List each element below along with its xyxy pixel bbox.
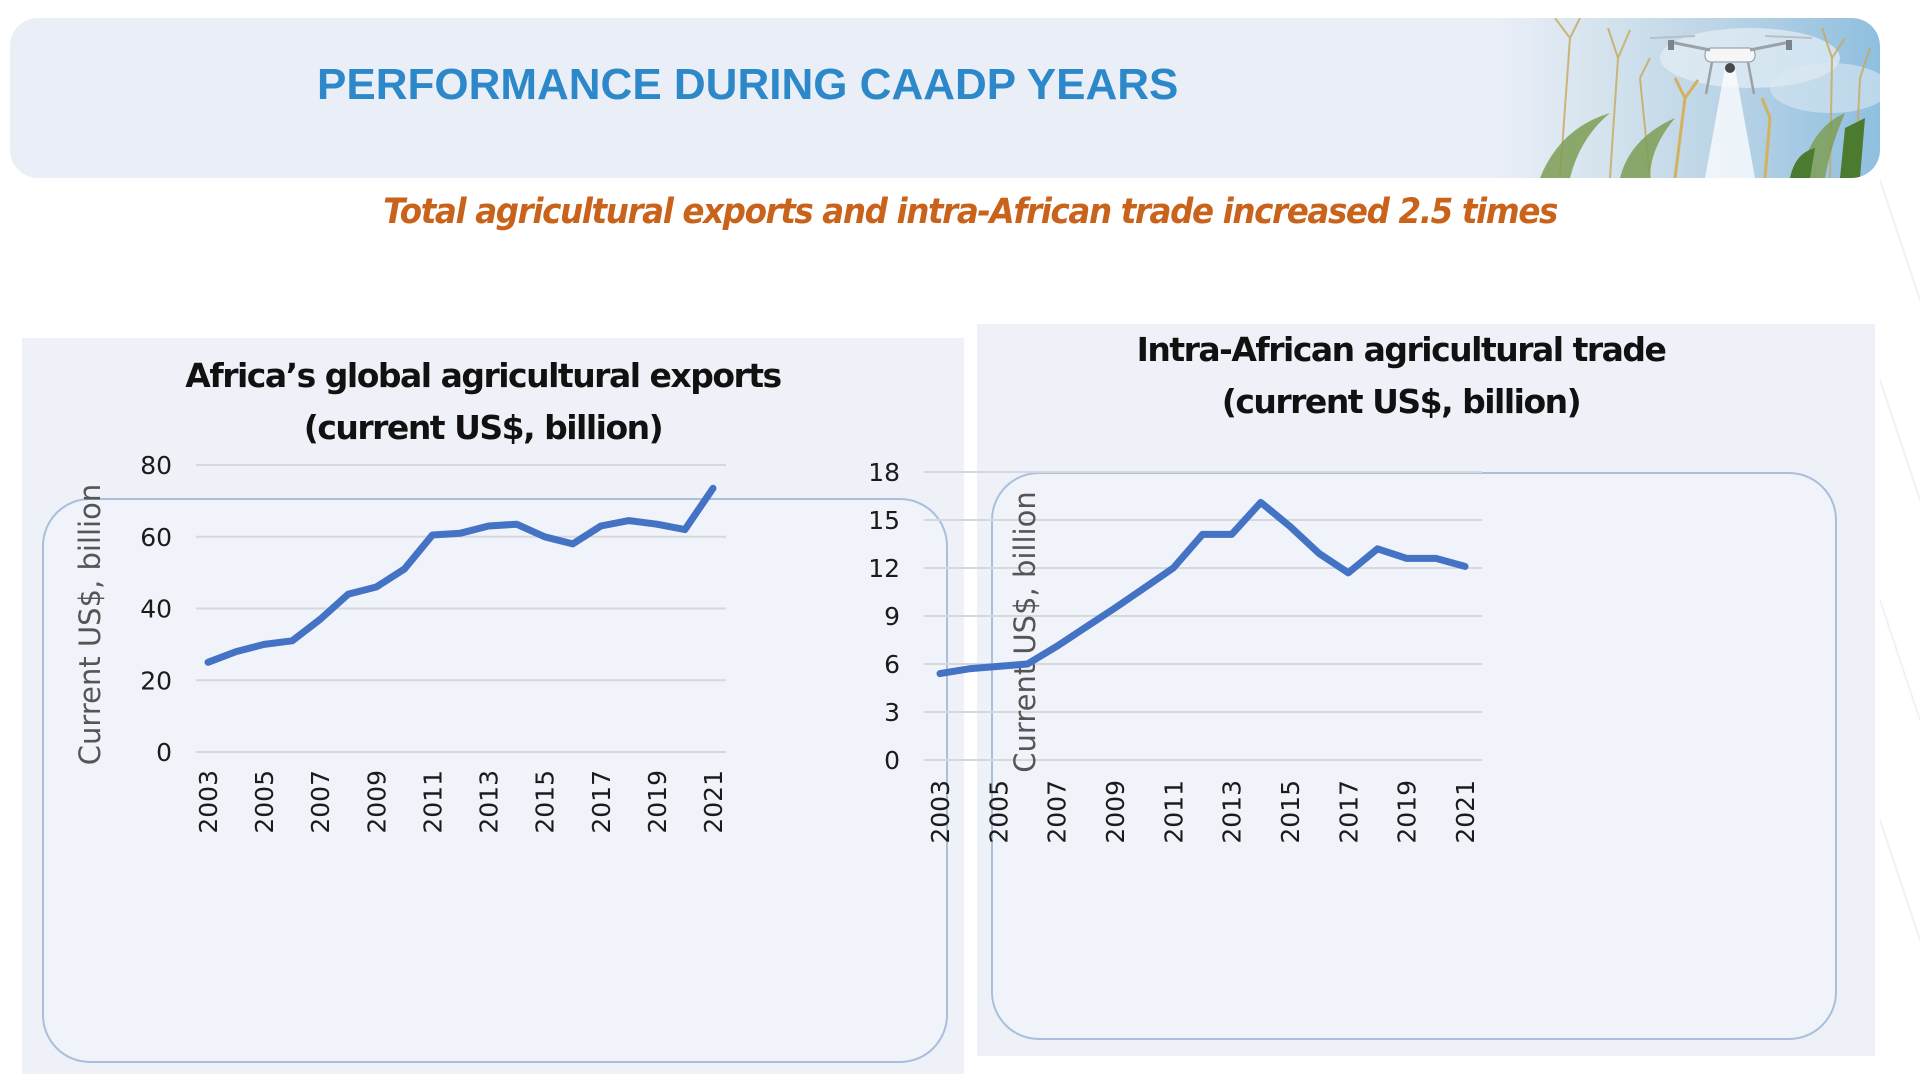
x-tick-label: 2003: [926, 780, 955, 844]
x-tick-label: 2021: [699, 770, 728, 834]
y-tick-label: 20: [140, 666, 172, 695]
y-tick-label: 3: [884, 698, 900, 727]
y-axis-label: Current US$, billion: [73, 484, 107, 765]
chart-frame: [42, 498, 948, 1063]
y-tick-label: 0: [156, 738, 172, 767]
x-tick-label: 2011: [418, 770, 447, 834]
plot-area: 0 3 6 9 12 15 18 2003 2005 2007 2009 2011 2013 2015 20…: [868, 458, 1482, 844]
x-tick-label: 2007: [1043, 780, 1072, 844]
y-tick-label: 0: [884, 746, 900, 775]
chart-title-line-2: (current US$, billion): [303, 408, 664, 447]
chart-title-line-2: (current US$, billion): [1221, 382, 1582, 421]
exports-chart-panel: Africa’s global agricultural exports (cu…: [22, 338, 964, 1074]
exports-chart-title: Africa’s global agricultural exports (cu…: [12, 350, 954, 454]
intra-trade-chart-title: Intra-African agricultural trade (curren…: [952, 324, 1850, 428]
y-tick-label: 80: [140, 451, 172, 480]
x-tick-label: 2019: [1393, 780, 1422, 844]
chart-title-line-1: Intra-African agricultural trade: [1136, 330, 1667, 369]
header-banner: PERFORMANCE DURING CAADP YEARS: [10, 18, 1880, 178]
y-tick-label: 12: [868, 554, 900, 583]
x-tick-label: 2019: [643, 770, 672, 834]
x-tick-label: 2015: [531, 770, 560, 834]
x-tick-label: 2005: [250, 770, 279, 834]
x-tick-label: 2013: [1218, 780, 1247, 844]
x-tick-label: 2017: [1334, 780, 1363, 844]
drone-icon: [1540, 18, 1880, 178]
subtitle-text: Total agricultural exports and intra-Afr…: [383, 192, 1558, 232]
decorative-lines: [1880, 180, 1920, 941]
x-tick-label: 2017: [587, 770, 616, 834]
x-tick-label: 2005: [984, 780, 1013, 844]
series-line: [936, 498, 1469, 678]
exports-line-chart: 0 20 40 60 80 2003 2005 2007 2009 2011 2013 2015 201…: [73, 451, 728, 834]
y-tick-label: 18: [868, 458, 900, 487]
y-tick-label: 15: [868, 506, 900, 535]
x-tick-label: 2015: [1276, 780, 1305, 844]
y-axis-label: Current US$, billion: [1008, 491, 1042, 772]
chart-title-line-1: Africa’s global agricultural exports: [185, 356, 782, 395]
intra-trade-chart-panel: Intra-African agricultural trade (curren…: [868, 324, 1875, 1056]
page-title: PERFORMANCE DURING CAADP YEARS: [317, 60, 1179, 109]
x-tick-label: 2003: [194, 770, 223, 834]
y-tick-label: 60: [140, 523, 172, 552]
x-tick-label: 2021: [1451, 780, 1480, 844]
chart-frame: [991, 472, 1837, 1040]
x-tick-label: 2007: [306, 770, 335, 834]
x-tick-label: 2009: [1101, 780, 1130, 844]
x-tick-label: 2013: [475, 770, 504, 834]
y-tick-label: 6: [884, 650, 900, 679]
x-tick-label: 2009: [362, 770, 391, 834]
drone-field-image: [1500, 18, 1880, 178]
plot-area: 0 20 40 60 80 2003 2005 2007 2009 2011 2013 2015 201…: [73, 451, 728, 834]
x-tick-label: 2011: [1159, 780, 1188, 844]
y-tick-label: 9: [884, 602, 900, 631]
intra-trade-line-chart: 0 3 6 9 12 15 18 2003 2005 2007 2009 2011 2013 2015 20…: [868, 458, 1482, 844]
series-line: [204, 484, 717, 666]
y-tick-label: 40: [140, 595, 172, 624]
slide-subtitle: Total agricultural exports and intra-Afr…: [0, 192, 1920, 232]
